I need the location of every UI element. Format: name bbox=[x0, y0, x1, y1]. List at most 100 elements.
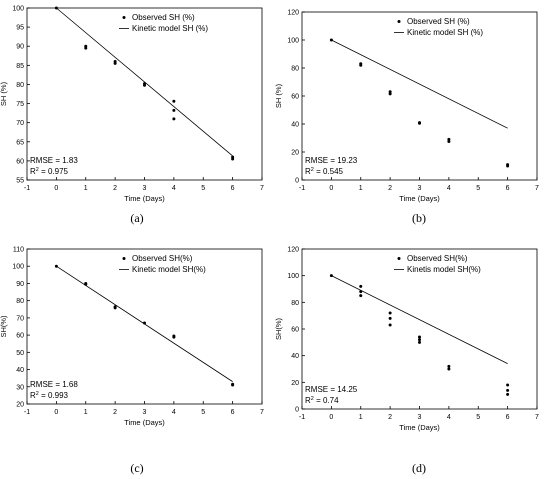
y-tick-label: 40 bbox=[291, 122, 299, 129]
y-tick-label: 80 bbox=[291, 300, 299, 307]
y-tick-label: 60 bbox=[291, 327, 299, 334]
x-axis-label: Time (Days) bbox=[399, 194, 440, 203]
y-tick-label: 40 bbox=[291, 353, 299, 360]
model-line bbox=[331, 39, 508, 129]
x-tick-label: -1 bbox=[299, 414, 305, 421]
observed-point bbox=[506, 383, 510, 387]
observed-point bbox=[447, 140, 451, 143]
x-tick-label: 0 bbox=[329, 414, 333, 421]
x-axis-label: Time (Days) bbox=[124, 194, 165, 203]
chart-panel-b: -1 0 1 2 3 4 5 6 7 0 20 40 60 80 100 120 Time (Days) SH (… bbox=[274, 0, 550, 239]
x-tick-label: 3 bbox=[418, 185, 422, 192]
x-tick-label: 7 bbox=[260, 409, 264, 416]
panel-caption-b: (b) bbox=[412, 211, 426, 225]
model-line bbox=[56, 265, 233, 382]
y-tick-label: 90 bbox=[16, 44, 24, 51]
y-tick-label: 95 bbox=[16, 25, 24, 32]
observed-point bbox=[388, 316, 392, 320]
legend-entry: Observed SH (%) bbox=[407, 17, 470, 26]
y-tick-label: 20 bbox=[291, 150, 299, 157]
x-axis-label: Time (Days) bbox=[399, 423, 440, 432]
model-line bbox=[56, 7, 233, 157]
rmse-annotation: RMSE = 14.25 bbox=[305, 385, 358, 394]
observed-point bbox=[231, 157, 235, 161]
x-tick-label: 5 bbox=[201, 409, 205, 416]
r2-prefix: R bbox=[30, 391, 36, 400]
r2-superscript: 2 bbox=[36, 167, 39, 173]
x-tick-label: 4 bbox=[172, 409, 176, 416]
plot-frame-a bbox=[26, 7, 263, 181]
x-tick-label: 6 bbox=[506, 185, 510, 192]
x-tick-label: 1 bbox=[359, 414, 363, 421]
y-tick-label: 100 bbox=[287, 273, 299, 280]
chart-panel-c: -1 0 1 2 3 4 5 6 7 20 30 40 50 60 70 80 90 100 110 Time (Da… bbox=[0, 239, 275, 478]
y-tick-label: 80 bbox=[291, 66, 299, 73]
observed-point bbox=[359, 284, 363, 288]
observed-point bbox=[172, 99, 176, 103]
observed-point bbox=[418, 121, 421, 125]
observed-point bbox=[506, 164, 510, 168]
r2-value: = 0.993 bbox=[39, 391, 69, 400]
observed-point bbox=[388, 92, 392, 96]
r2-value: = 0.545 bbox=[314, 167, 344, 176]
x-tick-label: 6 bbox=[506, 414, 510, 421]
y-tick-label: 20 bbox=[16, 402, 24, 409]
r2-annotation: R2 = 0.975 bbox=[30, 167, 69, 176]
x-tick-label: -1 bbox=[24, 409, 30, 416]
x-tick-label: 7 bbox=[535, 185, 539, 192]
observed-point bbox=[418, 335, 421, 339]
r2-value: = 0.975 bbox=[39, 167, 69, 176]
y-tick-label: 60 bbox=[291, 94, 299, 101]
x-tick-label: 4 bbox=[172, 185, 176, 192]
chart-svg-a: -1 0 1 2 3 4 5 6 7 55 60 65 70 75 80 85 90 95 100 Time (Day… bbox=[0, 6, 264, 204]
y-tick-label: 120 bbox=[287, 247, 299, 254]
legend-entry: Observed SH(%) bbox=[407, 254, 468, 263]
observed-point bbox=[447, 367, 451, 371]
r2-superscript: 2 bbox=[311, 396, 314, 402]
legend-point-swatch bbox=[122, 16, 126, 19]
x-tick-label: 0 bbox=[54, 185, 58, 192]
y-axis-label: SH (%) bbox=[0, 81, 8, 106]
observed-point bbox=[143, 83, 146, 87]
r2-superscript: 2 bbox=[36, 391, 39, 397]
observed-point bbox=[84, 46, 88, 50]
y-tick-label: 90 bbox=[16, 281, 24, 288]
y-tick-label: 50 bbox=[16, 350, 24, 357]
observed-point bbox=[418, 340, 421, 344]
r2-annotation: R2 = 0.74 bbox=[305, 396, 339, 405]
x-tick-label: -1 bbox=[299, 185, 305, 192]
r2-prefix: R bbox=[305, 396, 311, 405]
x-tick-label: 3 bbox=[143, 185, 147, 192]
y-tick-label: 110 bbox=[13, 247, 24, 254]
y-tick-label: 70 bbox=[16, 120, 24, 127]
r2-annotation: R2 = 0.545 bbox=[305, 167, 344, 176]
x-tick-label: 1 bbox=[359, 185, 363, 192]
observed-point bbox=[231, 383, 235, 387]
observed-point bbox=[329, 274, 333, 278]
legend-entry: Kinetic model SH (%) bbox=[407, 28, 483, 37]
legend-point-swatch bbox=[397, 257, 401, 260]
y-tick-label: 75 bbox=[16, 101, 24, 108]
x-tick-label: 1 bbox=[84, 185, 88, 192]
observed-point bbox=[418, 338, 421, 342]
observed-point bbox=[359, 294, 363, 298]
legend-point-swatch bbox=[122, 257, 126, 260]
x-tick-label: 7 bbox=[260, 185, 264, 192]
y-tick-label: 60 bbox=[16, 333, 24, 340]
legend-entry: Kinetic model SH(%) bbox=[132, 265, 206, 274]
observed-point bbox=[447, 364, 451, 368]
r2-prefix: R bbox=[305, 167, 311, 176]
r2-value: = 0.74 bbox=[314, 396, 339, 405]
x-tick-label: 5 bbox=[476, 185, 480, 192]
x-tick-label: 2 bbox=[113, 185, 117, 192]
x-tick-label: 6 bbox=[231, 185, 235, 192]
legend-point-swatch bbox=[397, 20, 401, 23]
r2-prefix: R bbox=[30, 167, 36, 176]
x-tick-label: 7 bbox=[535, 414, 539, 421]
y-tick-label: 80 bbox=[16, 82, 24, 89]
observed-point bbox=[359, 63, 363, 67]
y-tick-label: 0 bbox=[295, 178, 299, 185]
legend-entry: Observed SH(%) bbox=[132, 254, 193, 263]
